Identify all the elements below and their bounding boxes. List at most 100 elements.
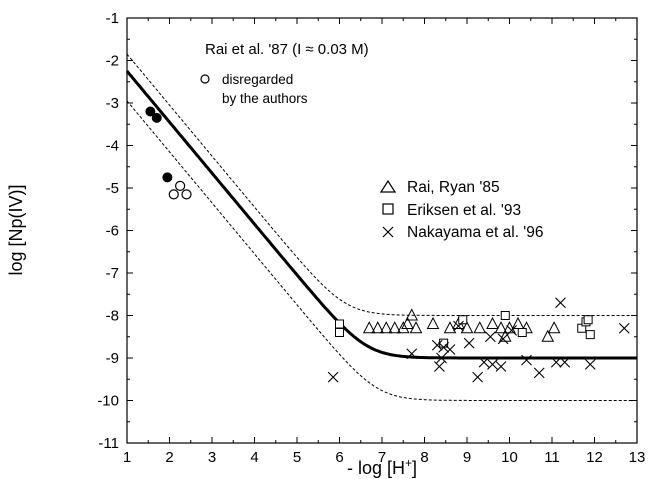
square-point [583, 315, 593, 325]
triangle-point [547, 321, 561, 334]
x-point [618, 322, 630, 334]
square-point [585, 330, 595, 340]
y-tick-label: -6 [106, 223, 119, 240]
filled-circle-point [162, 172, 173, 183]
y-tick-label: -7 [106, 265, 119, 282]
triangle-point [396, 321, 410, 334]
open-circle-marker-icon [200, 74, 210, 84]
legend-label-eriksen: Eriksen et al. '93 [407, 202, 521, 219]
x-point [506, 324, 518, 336]
x-point [472, 371, 484, 383]
square-point [517, 328, 527, 337]
x-point [453, 320, 464, 332]
x-point [431, 339, 443, 351]
rai87-title: Rai et al. '87 (I ≈ 0.03 M) [205, 41, 369, 58]
triangle-point [371, 321, 385, 334]
x-tick-label: 12 [586, 449, 603, 466]
legend-label-rai-ryan: Rai, Ryan '85 [407, 179, 500, 196]
legend-entry-nakayama: Nakayama et al. '96 [382, 224, 544, 241]
x-point [406, 348, 418, 360]
y-tick-label: -10 [97, 393, 119, 410]
triangle-point [401, 316, 414, 329]
rai87-annotation: Rai et al. '87 (I ≈ 0.03 M) disregarded … [200, 41, 369, 106]
square-point [335, 319, 344, 329]
x-point [521, 354, 532, 366]
x-point [495, 361, 507, 372]
x-tick-label: 2 [165, 449, 173, 466]
x-point [550, 356, 562, 368]
x-axis-ticks: 1 2 3 4 5 6 7 8 9 10 11 12 13 [123, 18, 646, 466]
triangle-point [443, 321, 457, 334]
x-point [444, 344, 456, 355]
x-point [533, 367, 545, 379]
open-circle-point [168, 189, 179, 200]
y-tick-label: -8 [106, 308, 119, 325]
square-point [335, 328, 344, 337]
y-tick-label: -5 [106, 180, 119, 197]
x-tick-label: 5 [293, 449, 301, 466]
triangle-point [405, 308, 419, 321]
x-tick-label: 13 [629, 449, 646, 466]
x-point [555, 297, 566, 309]
x-tick-label: 9 [463, 449, 471, 466]
legend: Rai, Ryan '85 Eriksen et al. '93 Nakayam… [379, 179, 544, 241]
filled-circle-point [145, 106, 156, 117]
disregarded-label-line2: by the authors [222, 91, 308, 106]
legend-entry-rai-ryan: Rai, Ryan '85 [379, 179, 500, 196]
x-point [463, 337, 475, 349]
triangle-point [494, 321, 508, 334]
square-marker-icon [382, 203, 394, 215]
x-tick-label: 1 [123, 449, 131, 466]
x-tick-label: 11 [544, 449, 560, 466]
x-point [327, 371, 339, 383]
x-point [438, 341, 450, 353]
legend-label-nakayama: Nakayama et al. '96 [407, 224, 544, 241]
x-tick-label: 4 [250, 449, 258, 466]
triangle-point [362, 321, 376, 334]
triangle-point [541, 329, 555, 342]
fit-curve [125, 70, 637, 360]
lower-bound-curve [126, 100, 637, 401]
x-point [436, 352, 447, 364]
x-point [584, 358, 596, 370]
x-tick-label: 10 [501, 449, 518, 466]
triangle-marker-icon [379, 179, 397, 193]
x-tick-label: 7 [378, 449, 386, 466]
triangle-point [460, 321, 474, 334]
triangle-point [473, 321, 487, 334]
data-points [145, 106, 630, 383]
triangle-point [426, 316, 440, 329]
model-curves [125, 53, 637, 401]
x-point [484, 331, 496, 343]
y-tick-label: -9 [106, 350, 119, 367]
open-circle-point [181, 189, 192, 200]
x-point [433, 361, 445, 372]
legend-entry-eriksen: Eriksen et al. '93 [382, 202, 521, 219]
triangle-point [511, 316, 525, 329]
triangle-point [379, 321, 393, 334]
x-point [497, 333, 509, 345]
y-axis-title: log [Np(IV)] [6, 184, 26, 275]
upper-bound-curve [126, 53, 637, 316]
x-tick-label: 6 [335, 449, 343, 466]
square-point [500, 311, 510, 320]
x-marker-icon [382, 226, 394, 238]
triangle-point [409, 321, 423, 334]
x-point [487, 358, 498, 370]
y-axis-ticks: -1 -2 -3 -4 -5 -6 -7 -8 -9 -10 -11 [97, 10, 637, 452]
y-tick-label: -11 [98, 435, 119, 452]
y-tick-label: -4 [106, 138, 119, 155]
y-tick-label: -1 [106, 10, 119, 27]
y-tick-label: -3 [106, 95, 119, 112]
square-point [458, 315, 468, 325]
x-tick-label: 3 [208, 449, 216, 466]
x-point [559, 356, 571, 368]
x-axis-title: - log [H+] [347, 456, 417, 478]
disregarded-label-line1: disregarded [222, 72, 293, 87]
triangle-point [388, 321, 402, 334]
x-tick-label: 8 [420, 449, 428, 466]
triangle-point [486, 316, 499, 329]
y-tick-label: -2 [106, 53, 119, 70]
filled-circle-point [151, 112, 162, 123]
